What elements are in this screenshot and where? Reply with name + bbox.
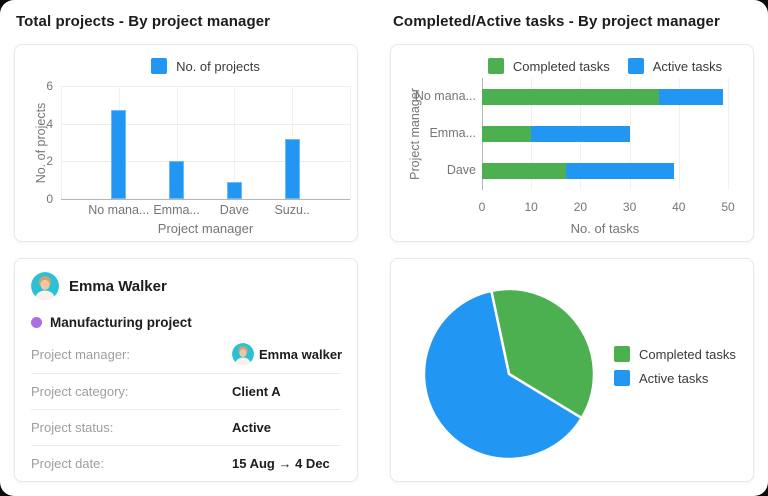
- chart-legend: No. of projects: [61, 58, 350, 74]
- row-divider: [31, 409, 341, 410]
- tasks-stacked-chart-card: Completed tasks Active tasks 0 10 20 30 40 50 No…: [390, 44, 754, 242]
- profile-header: Emma Walker: [31, 272, 167, 300]
- h-gridline: [61, 86, 350, 87]
- project-manager-row: Project manager: Emma walker: [31, 342, 343, 366]
- bar-emma-[interactable]: [169, 161, 185, 199]
- x-axis-line: [61, 199, 350, 200]
- legend-swatch: [487, 58, 504, 74]
- bar-dave[interactable]: [226, 182, 242, 199]
- v-gridline: [234, 86, 236, 199]
- v-gridline: [678, 78, 680, 190]
- y-tick-label: 4: [46, 116, 53, 131]
- legend-label: Active tasks: [639, 370, 709, 386]
- profile-name: Emma Walker: [69, 277, 167, 295]
- row-divider: [31, 445, 341, 446]
- x-category-label: Suzu..: [274, 203, 310, 217]
- project-status-value: Active: [232, 419, 272, 435]
- bar-no-mana-[interactable]: [111, 110, 127, 199]
- y-tick-label: 6: [46, 79, 53, 93]
- y-tick-label: 0: [46, 192, 53, 206]
- x-axis-title: Project manager: [157, 221, 254, 236]
- v-gridline: [629, 78, 631, 190]
- x-tick-label: 10: [524, 200, 538, 214]
- legend-label: Completed tasks: [639, 346, 736, 362]
- chart-legend: Completed tasks Active tasks: [482, 58, 728, 74]
- y-tick-label: 2: [46, 154, 53, 169]
- project-date-row: Project date: 15 Aug → 4 Dec: [31, 451, 341, 475]
- legend-label: Active tasks: [652, 58, 723, 74]
- legend-swatch: [614, 370, 630, 386]
- chart-title-completed-active: Completed/Active tasks - By project mana…: [393, 13, 720, 30]
- y-axis-title: Project manager: [408, 88, 422, 180]
- y-category-label: Emma...: [429, 126, 476, 140]
- legend-item-completed-tasks: Completed tasks: [487, 58, 610, 74]
- v-gridline: [728, 78, 729, 190]
- user-avatar: [31, 272, 59, 300]
- legend-swatch: [614, 346, 630, 362]
- legend-label: No. of projects: [176, 58, 260, 74]
- x-tick-label: 50: [721, 200, 735, 214]
- legend-swatch: [627, 58, 644, 74]
- row-divider: [31, 373, 341, 374]
- bar-active-tasks-dave[interactable]: [565, 163, 674, 180]
- y-category-label: No mana...: [414, 88, 476, 103]
- pie-legend-item-active-tasks: Active tasks: [614, 370, 708, 386]
- x-category-label: Emma...: [153, 203, 200, 217]
- tasks-pie-chart: [422, 287, 596, 461]
- y-axis-title: No. of projects: [34, 102, 48, 183]
- project-date-label: Project date:: [31, 455, 104, 471]
- project-category-label: Project category:: [31, 383, 129, 399]
- project-title-row: Manufacturing project: [31, 315, 192, 330]
- bar-completed-tasks-dave[interactable]: [482, 163, 566, 180]
- bar-active-tasks-no-mana-[interactable]: [659, 88, 724, 105]
- project-status-label: Project status:: [31, 419, 114, 435]
- x-tick-label: 20: [573, 200, 588, 214]
- pie-slice-active-tasks[interactable]: [422, 289, 583, 461]
- legend-swatch: [151, 58, 168, 74]
- x-category-label: Dave: [219, 203, 249, 217]
- x-tick-label: 0: [478, 200, 486, 214]
- project-details-card: Emma Walker Manufacturing project Projec…: [14, 258, 358, 482]
- legend-item-no-of-projects: No. of projects: [151, 58, 260, 74]
- project-category-row: Project category: Client A: [31, 379, 341, 403]
- h-gridline: [61, 123, 350, 125]
- v-gridline: [176, 86, 178, 199]
- v-gridline: [61, 86, 62, 199]
- project-category-value: Client A: [232, 383, 281, 399]
- x-tick-label: 30: [622, 200, 637, 214]
- project-manager-value: Emma walker: [259, 346, 343, 362]
- project-manager-label: Project manager:: [31, 346, 130, 362]
- total-projects-chart-card: No. of projects 0 2 4 6 No mana... Emma... Dave…: [14, 44, 358, 242]
- pie-slice-completed-tasks[interactable]: [490, 287, 596, 420]
- legend-item-active-tasks: Active tasks: [627, 58, 723, 74]
- project-date-value: 15 Aug → 4 Dec: [232, 455, 330, 471]
- legend-label: Completed tasks: [512, 58, 610, 74]
- x-tick-label: 40: [672, 200, 686, 214]
- x-category-label: No mana...: [88, 203, 150, 217]
- project-color-dot: [31, 317, 42, 328]
- manager-avatar: [232, 343, 254, 365]
- v-gridline: [350, 86, 351, 199]
- bar-completed-tasks-no-mana-[interactable]: [482, 88, 660, 105]
- tasks-pie-chart-card: Completed tasks Active tasks: [390, 258, 754, 482]
- chart-title-total-projects: Total projects - By project manager: [16, 13, 271, 30]
- y-category-label: Dave: [446, 163, 476, 178]
- h-gridline: [61, 161, 350, 163]
- project-status-row: Project status: Active: [31, 415, 341, 439]
- bar-suzu-[interactable]: [284, 138, 300, 199]
- bar-active-tasks-emma-[interactable]: [531, 126, 630, 142]
- pie-legend-item-completed-tasks: Completed tasks: [614, 346, 736, 362]
- bar-completed-tasks-emma-[interactable]: [482, 126, 532, 142]
- x-axis-title: No. of tasks: [570, 221, 640, 236]
- project-name: Manufacturing project: [50, 315, 192, 330]
